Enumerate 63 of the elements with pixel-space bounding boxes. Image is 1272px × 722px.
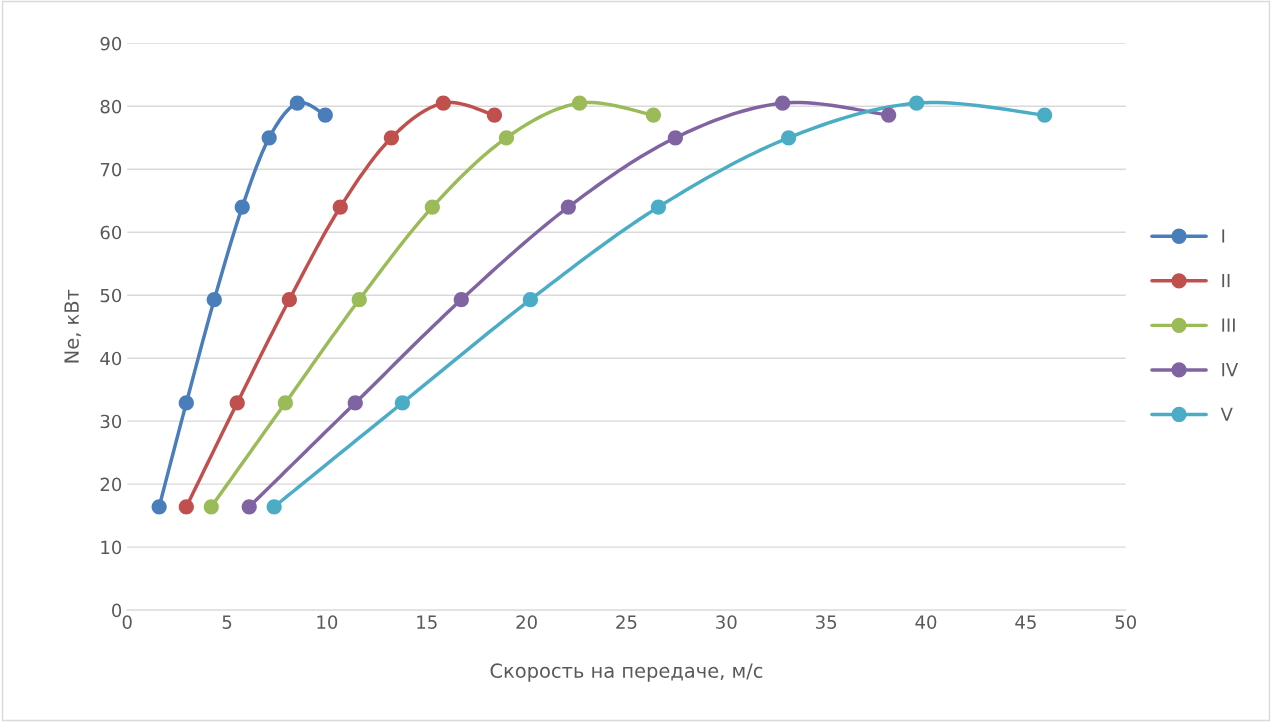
point: [332, 199, 348, 215]
x-tick-label: 20: [516, 615, 537, 629]
point: [650, 199, 667, 215]
point: [203, 499, 219, 515]
legend-label: V: [1220, 407, 1233, 421]
point: [347, 395, 363, 411]
x-tick-label: 35: [816, 615, 837, 629]
x-tick-label: 45: [1015, 615, 1036, 629]
x-tick-label: 10: [317, 615, 338, 629]
point: [151, 499, 167, 515]
point: [234, 199, 250, 215]
y-tick-label: 40: [100, 351, 122, 366]
point: [881, 107, 897, 123]
point: [229, 395, 245, 411]
y-tick-label: 20: [100, 477, 122, 492]
point: [178, 395, 194, 411]
point: [571, 95, 588, 111]
legend-label: III: [1222, 318, 1235, 332]
legend-label: IV: [1222, 363, 1239, 377]
y-tick-label: 10: [101, 540, 122, 555]
point: [435, 95, 451, 111]
point: [261, 130, 277, 146]
point: [781, 130, 797, 146]
point: [909, 95, 925, 111]
point: [486, 107, 503, 123]
x-tick-label: 40: [915, 615, 937, 629]
y-axis-title: Ne, кВт: [64, 289, 81, 363]
point: [206, 292, 222, 308]
x-tick-label: 25: [616, 615, 637, 629]
y-tick-label: 80: [100, 99, 122, 114]
point: [277, 395, 293, 411]
point: [289, 95, 305, 111]
point: [1037, 107, 1053, 123]
point: [266, 499, 282, 515]
y-tick-label: 60: [100, 225, 122, 240]
y-tick-label: 0: [112, 603, 122, 618]
x-tick-label: 0: [122, 615, 132, 629]
point: [424, 199, 440, 215]
point: [667, 130, 683, 146]
point: [645, 107, 662, 123]
x-tick-label: 30: [716, 615, 737, 629]
y-tick-label: 70: [100, 162, 122, 177]
legend-label: I: [1222, 229, 1225, 243]
point: [178, 499, 194, 515]
point: [383, 130, 400, 146]
legend-label: II: [1222, 273, 1230, 288]
point: [775, 95, 791, 111]
x-tick-label: 5: [222, 615, 232, 629]
x-axis-title: Скорость на передаче, м/с: [490, 663, 763, 682]
point: [241, 499, 257, 515]
y-tick-label: 90: [100, 36, 122, 51]
point: [498, 130, 515, 146]
point: [453, 292, 469, 308]
point: [522, 292, 539, 308]
point: [281, 292, 297, 308]
point: [394, 395, 410, 411]
point: [351, 292, 367, 308]
x-tick-label: 50: [1115, 615, 1137, 629]
y-tick-label: 30: [100, 414, 122, 429]
point: [560, 199, 576, 215]
x-tick-label: 15: [417, 615, 437, 629]
y-tick-label: 50: [100, 288, 122, 303]
point: [317, 107, 333, 123]
